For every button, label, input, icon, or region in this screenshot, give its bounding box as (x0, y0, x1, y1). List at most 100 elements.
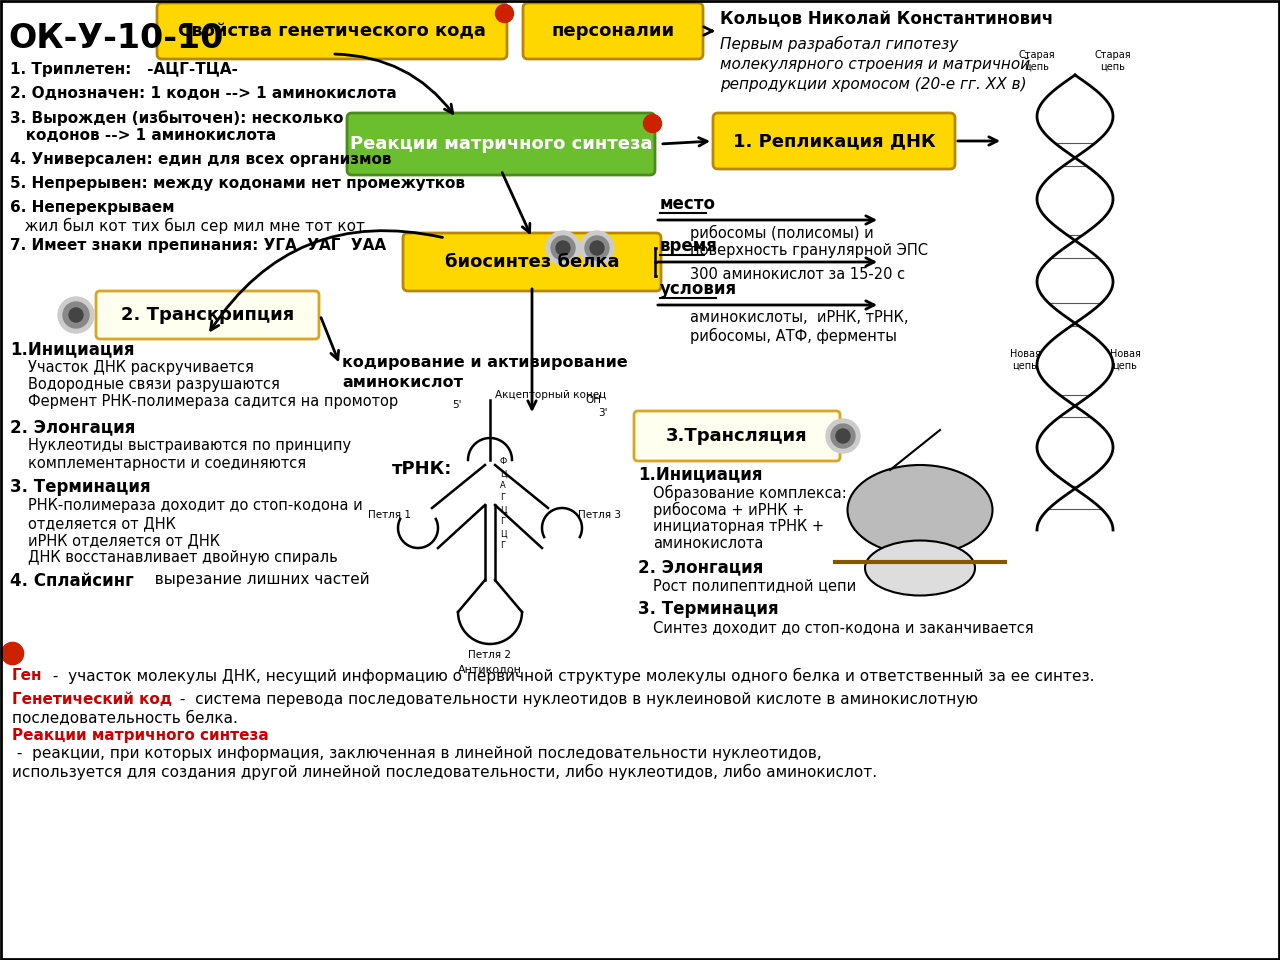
Text: кодирование и активирование: кодирование и активирование (342, 355, 627, 370)
Text: Рост полипептидной цепи: Рост полипептидной цепи (653, 578, 856, 593)
Text: комплементарности и соединяются: комплементарности и соединяются (28, 456, 306, 471)
Text: аминокислоты,  иРНК, тРНК,: аминокислоты, иРНК, тРНК, (690, 310, 909, 325)
Text: Водородные связи разрушаются: Водородные связи разрушаются (28, 377, 280, 392)
Text: 2. Однозначен: 1 кодон --> 1 аминокислота: 2. Однозначен: 1 кодон --> 1 аминокислот… (10, 86, 397, 101)
Text: отделяется от ДНК: отделяется от ДНК (28, 516, 175, 531)
Text: РНК-полимераза доходит до стоп-кодона и: РНК-полимераза доходит до стоп-кодона и (28, 498, 362, 513)
Circle shape (590, 241, 604, 255)
Text: Свойства генетического кода: Свойства генетического кода (178, 22, 486, 40)
Text: поверхность гранулярной ЭПС: поверхность гранулярной ЭПС (690, 243, 928, 258)
Text: Петля 3: Петля 3 (579, 510, 622, 520)
Text: 2. Элонгация: 2. Элонгация (10, 418, 136, 436)
Text: иРНК отделяется от ДНК: иРНК отделяется от ДНК (28, 533, 220, 548)
Text: ДНК восстанавливает двойную спираль: ДНК восстанавливает двойную спираль (28, 550, 338, 565)
Text: Генетический код: Генетический код (12, 692, 172, 707)
FancyBboxPatch shape (403, 233, 660, 291)
Text: время: время (660, 237, 718, 255)
Text: 1.Инициация: 1.Инициация (10, 340, 134, 358)
Text: 1. Триплетен:   -АЦГ-ТЦА-: 1. Триплетен: -АЦГ-ТЦА- (10, 62, 238, 77)
Circle shape (547, 231, 580, 265)
Text: А: А (500, 482, 506, 491)
Text: 3. Терминация: 3. Терминация (10, 478, 151, 496)
Text: Старая
цепь: Старая цепь (1094, 50, 1132, 72)
Text: вырезание лишних частей: вырезание лишних частей (145, 572, 370, 587)
Circle shape (826, 419, 860, 453)
Text: Новая
цепь: Новая цепь (1010, 349, 1041, 371)
Text: 2. Транскрипция: 2. Транскрипция (120, 306, 294, 324)
Text: кодонов --> 1 аминокислота: кодонов --> 1 аминокислота (10, 128, 276, 143)
Text: Фермент РНК-полимераза садится на промотор: Фермент РНК-полимераза садится на промот… (28, 394, 398, 409)
Ellipse shape (847, 465, 992, 555)
FancyBboxPatch shape (96, 291, 319, 339)
Text: Кольцов Николай Константинович: Кольцов Николай Константинович (719, 10, 1053, 28)
Text: 1. Репликация ДНК: 1. Репликация ДНК (732, 132, 936, 150)
FancyBboxPatch shape (347, 113, 655, 175)
Circle shape (550, 236, 575, 260)
Text: 300 аминокислот за 15-20 с: 300 аминокислот за 15-20 с (690, 267, 905, 282)
Circle shape (836, 429, 850, 443)
Text: ОН: ОН (585, 395, 602, 405)
Circle shape (69, 308, 83, 322)
Text: 3.Трансляция: 3.Трансляция (666, 427, 808, 445)
Circle shape (585, 236, 609, 260)
Text: ОК-У-10-10: ОК-У-10-10 (8, 21, 224, 55)
Text: 1.Инициация: 1.Инициация (637, 465, 763, 483)
FancyBboxPatch shape (157, 3, 507, 59)
Text: 2. Элонгация: 2. Элонгация (637, 558, 763, 576)
FancyBboxPatch shape (713, 113, 955, 169)
FancyBboxPatch shape (524, 3, 703, 59)
Text: место: место (660, 195, 716, 213)
Text: -  система перевода последовательности нуклеотидов в нуклеиновой кислоте в амино: - система перевода последовательности ну… (175, 692, 978, 707)
Text: персоналии: персоналии (552, 22, 675, 40)
Circle shape (831, 424, 855, 448)
Text: -  участок молекулы ДНК, несущий информацию о первичной структуре молекулы одног: - участок молекулы ДНК, несущий информац… (49, 668, 1094, 684)
Text: Новая
цепь: Новая цепь (1110, 349, 1140, 371)
Text: Ген: Ген (12, 668, 42, 683)
Text: Г: Г (500, 541, 506, 550)
Text: 5. Непрерывен: между кодонами нет промежутков: 5. Непрерывен: между кодонами нет промеж… (10, 176, 465, 191)
Text: 5': 5' (453, 400, 462, 410)
Text: последовательность белка.: последовательность белка. (12, 710, 238, 725)
Circle shape (580, 231, 614, 265)
Circle shape (58, 297, 93, 333)
Text: Нуклеотиды выстраиваются по принципу: Нуклеотиды выстраиваются по принципу (28, 438, 351, 453)
Text: Петля 1: Петля 1 (369, 510, 411, 520)
Text: жил был кот тих был сер мил мне тот кот: жил был кот тих был сер мил мне тот кот (10, 218, 365, 234)
Text: Антикодон: Антикодон (458, 665, 522, 675)
Text: используется для создания другой линейной последовательности, либо нуклеотидов, : используется для создания другой линейно… (12, 764, 877, 780)
Text: рибосомы (полисомы) и: рибосомы (полисомы) и (690, 225, 874, 241)
FancyBboxPatch shape (634, 411, 840, 461)
Text: 3': 3' (598, 408, 608, 418)
Text: Г: Г (500, 493, 506, 502)
Text: 6. Неперекрываем: 6. Неперекрываем (10, 200, 174, 215)
Text: 4. Универсален: един для всех организмов: 4. Универсален: един для всех организмов (10, 152, 392, 167)
Text: Ц: Ц (500, 530, 507, 539)
Text: Старая
цепь: Старая цепь (1019, 50, 1055, 72)
Text: Синтез доходит до стоп-кодона и заканчивается: Синтез доходит до стоп-кодона и заканчив… (653, 620, 1034, 635)
Text: 3. Вырожден (избыточен): несколько: 3. Вырожден (избыточен): несколько (10, 110, 343, 126)
Text: Участок ДНК раскручивается: Участок ДНК раскручивается (28, 360, 253, 375)
Text: Ф: Ф (500, 458, 507, 467)
Text: Г: Г (500, 517, 506, 526)
Text: условия: условия (660, 280, 737, 298)
Text: тРНК:: тРНК: (392, 460, 452, 478)
Text: аминокислота: аминокислота (653, 536, 763, 551)
Text: -  реакции, при которых информация, заключенная в линейной последовательности ну: - реакции, при которых информация, заклю… (12, 746, 822, 761)
Text: Реакции матричного синтеза: Реакции матричного синтеза (349, 135, 653, 153)
Circle shape (556, 241, 570, 255)
Text: 7. Имеет знаки препинания: УГА  УАГ  УАА: 7. Имеет знаки препинания: УГА УАГ УАА (10, 238, 387, 253)
Circle shape (63, 302, 90, 328)
Text: рибосомы, АТФ, ферменты: рибосомы, АТФ, ферменты (690, 328, 897, 344)
Text: Петля 2: Петля 2 (468, 650, 512, 660)
Text: Акцепторный конец: Акцепторный конец (495, 390, 607, 400)
Text: Ц: Ц (500, 469, 507, 478)
Text: 3. Терминация: 3. Терминация (637, 600, 778, 618)
Text: инициаторная тРНК +: инициаторная тРНК + (653, 519, 824, 534)
Text: рибосома + иРНК +: рибосома + иРНК + (653, 502, 804, 518)
Text: Ц: Ц (500, 506, 507, 515)
Text: Первым разработал гипотезу
молекулярного строения и матричной
репродукции хромос: Первым разработал гипотезу молекулярного… (719, 36, 1030, 92)
Ellipse shape (865, 540, 975, 595)
Text: биосинтез белка: биосинтез белка (444, 253, 620, 271)
Text: Образование комплекса:: Образование комплекса: (653, 485, 847, 501)
Text: аминокислот: аминокислот (342, 375, 463, 390)
